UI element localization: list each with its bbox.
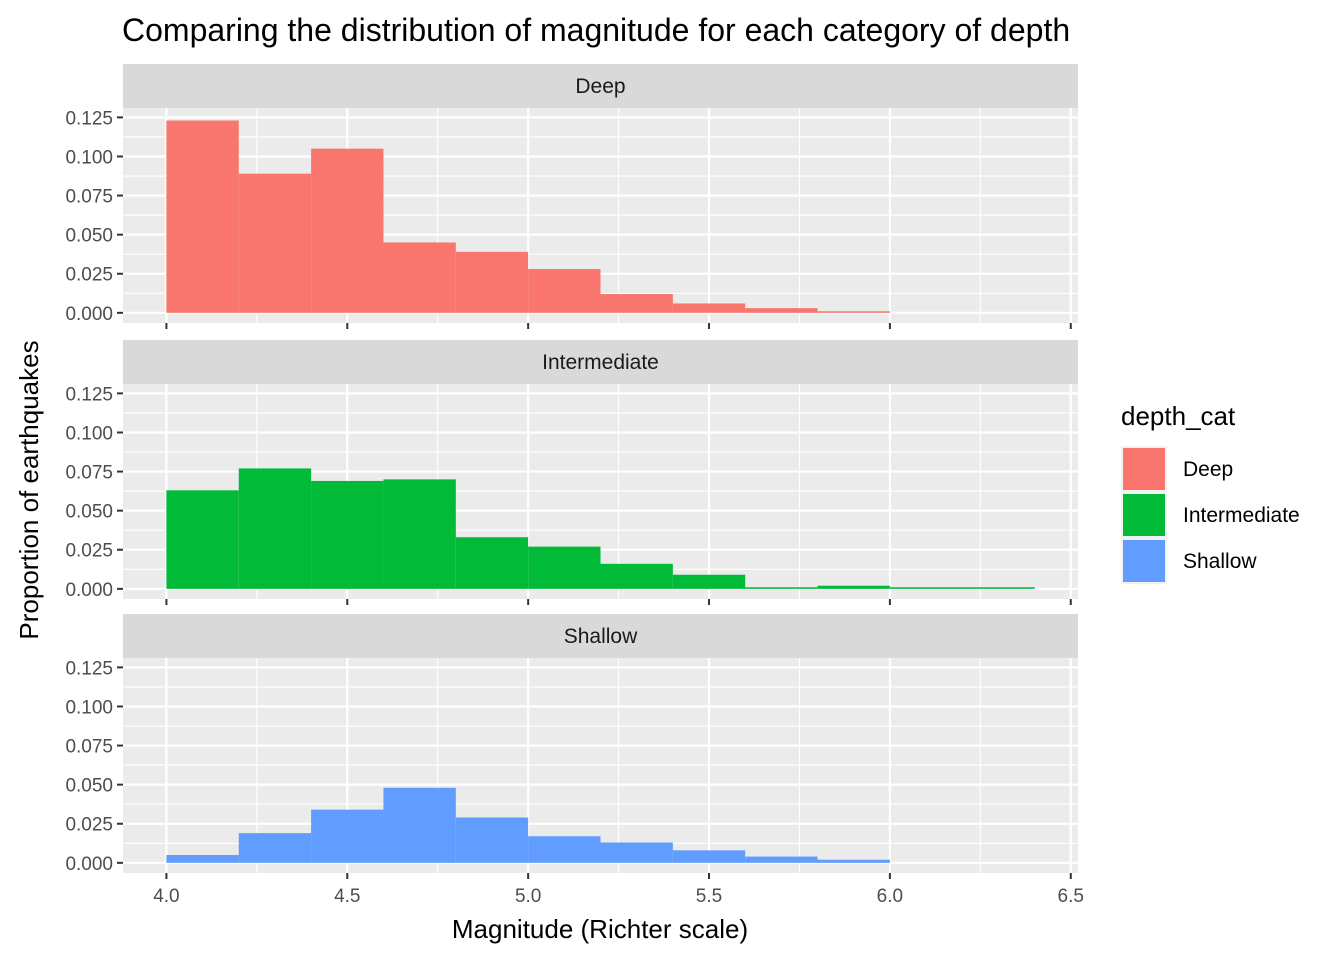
histogram-bar xyxy=(383,479,456,589)
histogram-bar xyxy=(238,833,312,863)
y-axis: 0.000 0.025 0.050 0.075 0.100 0.125 xyxy=(65,658,123,875)
histogram-bar xyxy=(600,842,673,863)
y-tick-label: 0.050 xyxy=(65,226,113,247)
facet-panel-shallow: Shallow 0.000 0.025 0.050 0.075 0.100 0.125 xyxy=(65,614,1078,879)
x-tick-label: 4.0 xyxy=(153,886,179,907)
histogram-bars xyxy=(166,787,890,863)
x-axis: 4.0 4.5 5.0 5.5 6.0 6.5 xyxy=(153,886,1084,907)
y-axis-title: Proportion of earthquakes xyxy=(14,340,44,639)
y-tick-label: 0.100 xyxy=(65,697,113,718)
y-tick-label: 0.000 xyxy=(65,854,113,875)
histogram-bar xyxy=(600,563,673,589)
y-tick-label: 0.025 xyxy=(65,815,113,836)
legend-label: Shallow xyxy=(1183,550,1257,573)
y-tick-label: 0.000 xyxy=(65,304,113,325)
y-tick-label: 0.100 xyxy=(65,147,113,168)
y-axis: 0.000 0.025 0.050 0.075 0.100 0.125 xyxy=(65,108,123,325)
histogram-bar xyxy=(455,251,529,313)
legend-label: Deep xyxy=(1183,458,1233,481)
histogram-bar xyxy=(311,148,384,313)
histogram-bar xyxy=(600,294,673,313)
histogram-bar xyxy=(672,850,746,863)
facet-strip-label: Intermediate xyxy=(542,351,659,374)
legend-item-deep: Deep xyxy=(1121,446,1233,492)
histogram-bar xyxy=(672,303,746,313)
y-axis: 0.000 0.025 0.050 0.075 0.100 0.125 xyxy=(65,384,123,601)
histogram-bar xyxy=(817,585,890,589)
legend-items: Deep Intermediate Shallow xyxy=(1121,446,1300,584)
y-tick-label: 0.125 xyxy=(65,108,113,129)
chart-title: Comparing the distribution of magnitude … xyxy=(122,12,1070,48)
facet-strip-label: Shallow xyxy=(564,625,638,648)
x-tick-label: 5.0 xyxy=(515,886,541,907)
histogram-bar xyxy=(238,173,312,313)
y-tick-label: 0.050 xyxy=(65,776,113,797)
histogram-bar xyxy=(745,587,818,589)
histogram-bar xyxy=(455,537,529,589)
legend-label: Intermediate xyxy=(1183,504,1300,527)
histogram-bar xyxy=(528,269,601,313)
histogram-bar xyxy=(166,855,239,863)
y-tick-label: 0.100 xyxy=(65,423,113,444)
legend-swatch xyxy=(1123,448,1165,490)
histogram-bar xyxy=(383,787,456,863)
histogram-bar xyxy=(745,308,818,313)
facet-panels: Deep0.0000.0250.0500.0750.1000.125Interm… xyxy=(65,64,1078,879)
histogram-bar xyxy=(889,587,963,589)
histogram-bars xyxy=(166,468,1035,589)
histogram-bar xyxy=(817,311,890,313)
legend-item-shallow: Shallow xyxy=(1121,538,1257,584)
y-tick-label: 0.025 xyxy=(65,541,113,562)
facet-panel-intermediate: Intermediate 0.000 0.025 0.050 0.075 0.100 0.1… xyxy=(65,340,1078,605)
histogram-bar xyxy=(455,817,529,863)
y-tick-label: 0.025 xyxy=(65,265,113,286)
x-axis-title: Magnitude (Richter scale) xyxy=(452,914,748,944)
y-tick-label: 0.050 xyxy=(65,502,113,523)
histogram-bar xyxy=(311,809,384,863)
histogram-bar xyxy=(166,490,239,589)
x-tick-label: 6.0 xyxy=(877,886,903,907)
legend-item-intermediate: Intermediate xyxy=(1121,492,1300,538)
legend-swatch xyxy=(1123,540,1165,582)
histogram-bar xyxy=(238,468,312,589)
facet-strip-label: Deep xyxy=(575,75,625,98)
histogram-bars xyxy=(166,120,890,313)
x-tick-label: 5.5 xyxy=(696,886,722,907)
histogram-bar xyxy=(383,242,456,313)
y-tick-label: 0.000 xyxy=(65,580,113,601)
facet-strip xyxy=(123,64,1078,108)
facet-strip xyxy=(123,340,1078,384)
x-tick-label: 6.5 xyxy=(1058,886,1084,907)
y-tick-label: 0.125 xyxy=(65,658,113,679)
legend-swatch xyxy=(1123,494,1165,536)
y-tick-label: 0.075 xyxy=(65,737,113,758)
histogram-bar xyxy=(528,546,601,589)
facet-strip xyxy=(123,614,1078,658)
histogram-bar xyxy=(311,480,384,589)
facet-panel-deep: Deep 0.000 0.025 0.050 0.075 0.100 0.125 xyxy=(65,64,1078,329)
y-tick-label: 0.075 xyxy=(65,187,113,208)
x-tick-label: 4.5 xyxy=(334,886,360,907)
histogram-bar xyxy=(528,836,601,863)
histogram-bar xyxy=(745,856,818,863)
histogram-bar xyxy=(166,120,239,313)
histogram-bar xyxy=(672,574,746,589)
legend: depth_cat Deep Intermediate Shallow xyxy=(1121,401,1300,584)
histogram-bar xyxy=(817,859,890,863)
legend-title: depth_cat xyxy=(1121,401,1236,431)
histogram-bar xyxy=(962,587,1035,589)
y-tick-label: 0.125 xyxy=(65,384,113,405)
y-tick-label: 0.075 xyxy=(65,463,113,484)
